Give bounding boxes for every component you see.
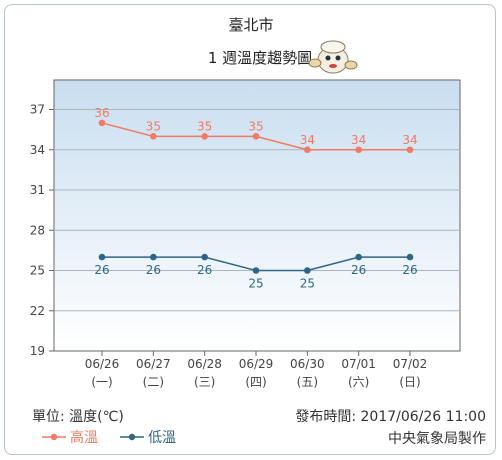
data-label-low: 25 — [300, 277, 315, 291]
legend-label-high: 高溫 — [70, 430, 98, 446]
y-tick-label: 31 — [30, 183, 45, 197]
data-label-high: 34 — [402, 133, 417, 147]
data-point-low — [150, 253, 157, 261]
chart-subtitle: 1 週溫度趨勢圖 — [207, 49, 313, 67]
data-point-low — [252, 267, 260, 274]
x-weekday-label: (五) — [297, 375, 318, 389]
data-point-high — [150, 133, 157, 140]
y-tick-label: 34 — [30, 143, 45, 157]
data-label-low: 26 — [94, 263, 109, 277]
data-point-high — [98, 119, 106, 127]
x-weekday-label: (四) — [245, 375, 266, 389]
x-tick-label: 06/29 — [239, 357, 274, 371]
data-label-high: 35 — [248, 119, 263, 133]
data-label-low: 26 — [402, 263, 417, 277]
data-label-high: 35 — [146, 119, 161, 133]
y-tick-label: 25 — [30, 264, 45, 278]
legend: 高溫 低溫 — [42, 427, 198, 447]
data-label-low: 26 — [197, 263, 212, 277]
y-tick-label: 22 — [30, 304, 45, 318]
y-tick-label: 28 — [30, 223, 45, 237]
city-title: 臺北市 — [228, 16, 274, 34]
plot-area — [53, 79, 461, 352]
issue-time: 發布時間: 2017/06/26 11:00 — [295, 409, 486, 425]
x-tick-label: 06/26 — [85, 357, 120, 371]
y-tick-label: 19 — [30, 344, 45, 358]
x-tick-label: 07/02 — [393, 357, 428, 371]
x-weekday-label: (一) — [91, 375, 112, 389]
data-label-low: 25 — [248, 277, 263, 291]
x-tick-label: 06/27 — [136, 357, 171, 371]
legend-item-low: 低溫 — [120, 427, 176, 447]
x-tick-label: 06/28 — [187, 357, 222, 371]
data-point-high — [201, 133, 208, 140]
legend-item-high: 高溫 — [42, 427, 98, 447]
data-point-low — [98, 253, 106, 261]
data-point-low — [355, 253, 362, 261]
agency-label: 中央氣象局製作 — [388, 431, 486, 447]
x-tick-label: 06/30 — [290, 357, 325, 371]
data-point-high — [406, 146, 414, 154]
legend-swatch-high — [42, 433, 66, 441]
data-point-high — [355, 146, 362, 154]
x-tick-label: 07/01 — [341, 357, 376, 371]
data-point-low — [201, 253, 208, 261]
data-label-high: 36 — [94, 106, 109, 120]
data-label-high: 34 — [351, 133, 366, 147]
x-weekday-label: (六) — [348, 375, 369, 389]
unit-label: 單位: 溫度(℃) — [32, 409, 124, 425]
data-point-low — [406, 253, 414, 261]
data-label-low: 26 — [146, 263, 161, 277]
series: 36 35 35 35 34 34 34 26 26 26 25 25 26 26 — [94, 106, 417, 291]
data-point-low — [304, 267, 311, 274]
legend-swatch-low — [120, 433, 144, 441]
data-point-high — [304, 146, 311, 154]
mascot-icon — [308, 40, 358, 74]
x-weekday-label: (日) — [399, 375, 420, 389]
data-label-high: 34 — [300, 133, 315, 147]
data-point-high — [252, 133, 260, 140]
y-tick-label: 37 — [30, 103, 45, 117]
x-weekday-label: (三) — [194, 375, 215, 389]
axes: 19 22 25 28 31 34 37 06/26 (一) 06/27 (二) 06/28 (三) 06… — [30, 103, 428, 389]
data-label-low: 26 — [351, 263, 366, 277]
legend-label-low: 低溫 — [148, 430, 176, 446]
data-label-high: 35 — [197, 119, 212, 133]
x-weekday-label: (二) — [143, 375, 164, 389]
